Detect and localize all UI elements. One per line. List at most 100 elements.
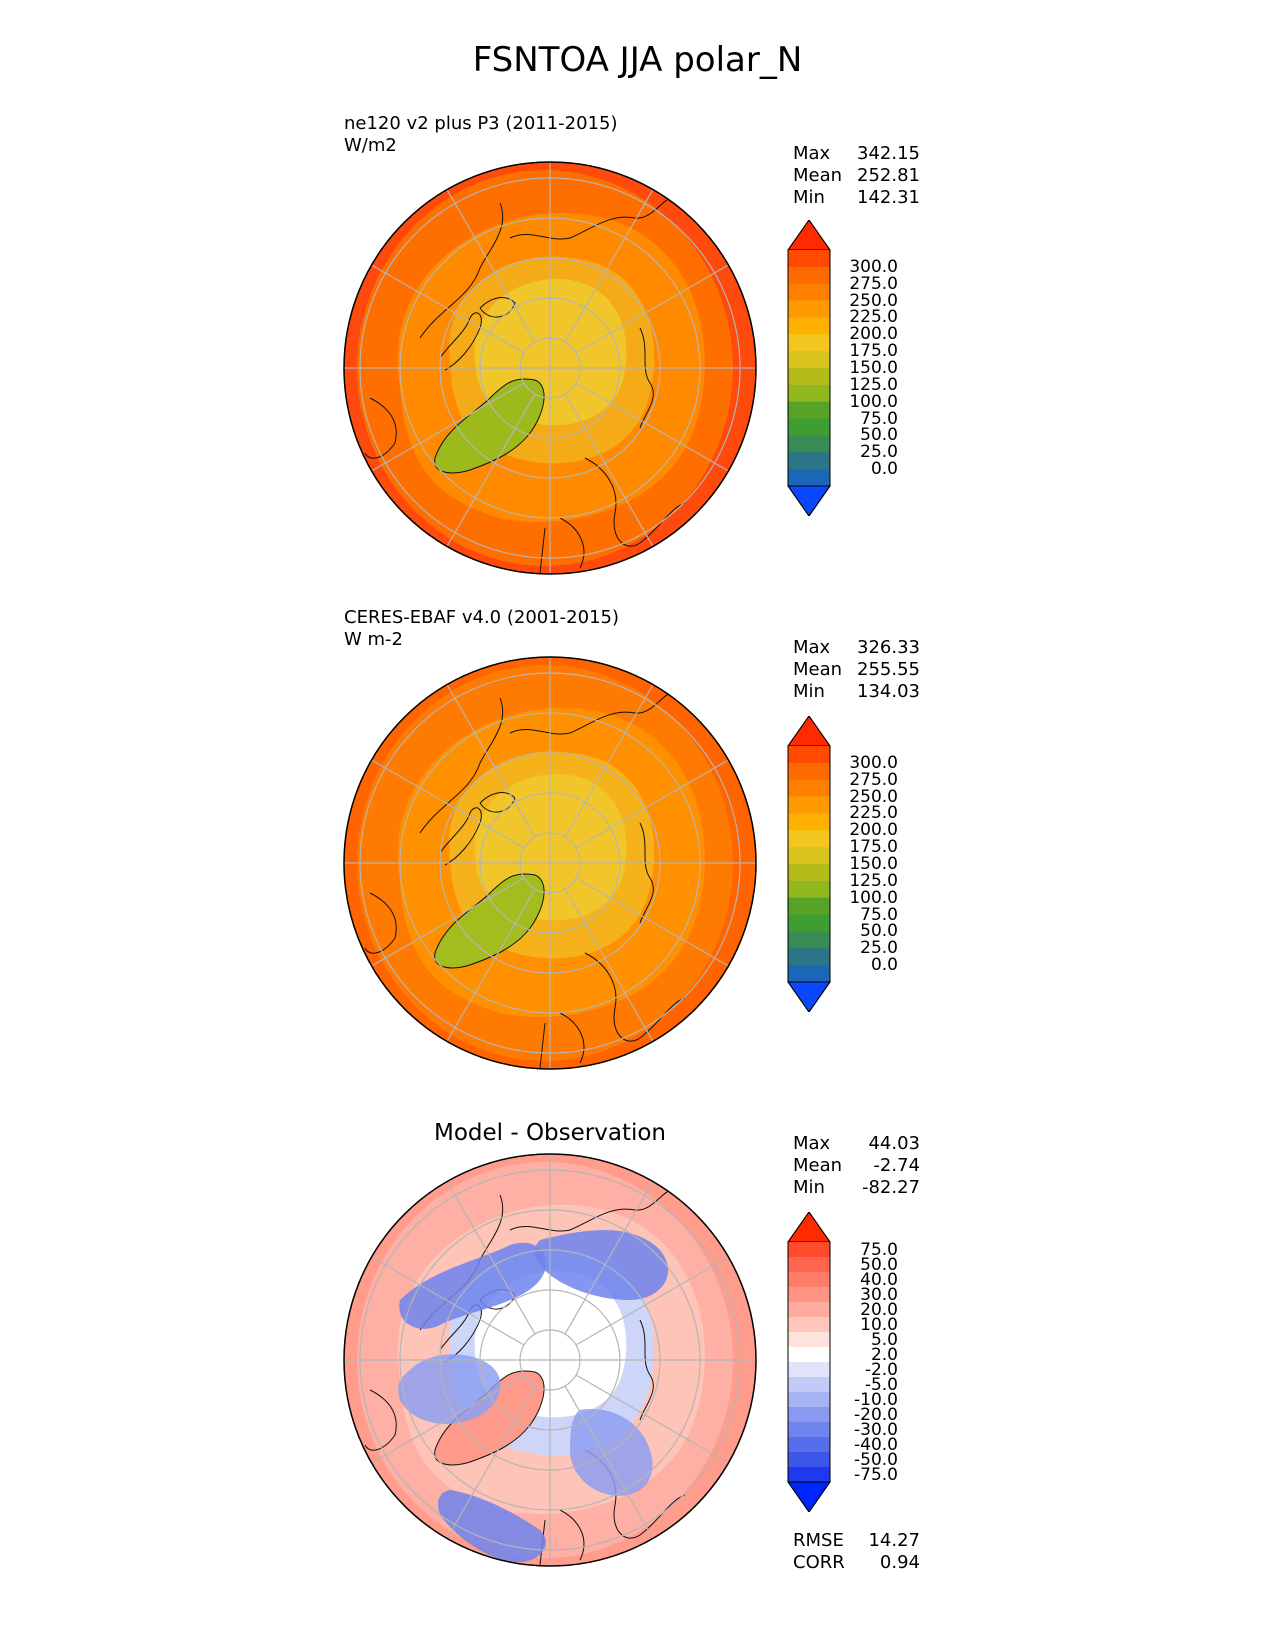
stats-block: Max 326.33 Mean 255.55 Min 134.03: [793, 637, 920, 703]
coastline: [364, 892, 397, 954]
coastline: [419, 202, 516, 339]
colorbar-tick-label: 300.0: [849, 752, 898, 773]
coastline: [439, 807, 482, 866]
stat-mean: Mean -2.74: [793, 1155, 920, 1176]
meridian: [371, 1374, 525, 1464]
meridian: [371, 382, 525, 472]
colorbar-tick-label: 0.0: [870, 955, 898, 976]
coastline: [509, 1189, 671, 1232]
stat-mean: Mean 255.55: [793, 659, 920, 680]
colorbar-segment: [788, 931, 830, 949]
colorbar-tick-label: 150.0: [849, 854, 898, 874]
summary-block: RMSE 14.27 CORR 0.94: [793, 1530, 920, 1574]
coastline: [639, 1319, 654, 1421]
colorbar: [787, 1212, 831, 1512]
colorbar-tick-label: 75.0: [860, 1239, 898, 1260]
colorbar-tick-label: 30.0: [860, 1284, 898, 1305]
meridian: [575, 877, 729, 967]
colorbar-segment: [788, 1452, 830, 1468]
colorbar-tick-label: 2.0: [870, 1344, 898, 1365]
colorbar-outline: [787, 220, 831, 516]
meridian: [371, 759, 525, 849]
colorbar-tick-label: 25.0: [860, 938, 898, 959]
colorbar-segment: [788, 300, 830, 318]
meridian: [446, 684, 536, 838]
meridian: [575, 382, 729, 472]
colorbar-segment: [788, 880, 830, 899]
colorbar-segment: [788, 1242, 830, 1258]
colorbar-tick-label: 175.0: [849, 341, 898, 362]
map-boundary: [343, 656, 757, 1070]
colorbar-segment: [788, 864, 830, 882]
colorbar-segment: [788, 813, 830, 831]
coastline: [539, 517, 585, 574]
colorbar-segment: [788, 469, 830, 487]
colorbar-extend-top: [787, 1212, 831, 1243]
colorbar-segment: [788, 1362, 830, 1378]
colorbar-tick-label: 10.0: [860, 1314, 898, 1335]
colorbar-segment: [788, 897, 830, 916]
colorbar-tick-label: 175.0: [849, 837, 898, 858]
colorbar-segment: [788, 948, 830, 966]
meridian: [446, 189, 536, 343]
meridian: [371, 877, 525, 967]
meridian: [564, 684, 654, 838]
colorbar-segment: [788, 1272, 830, 1288]
colorbar-tick-label: 275.0: [849, 273, 898, 294]
colorbar-segment: [788, 384, 830, 403]
dataset-label: CERES-EBAF v4.0 (2001-2015): [344, 607, 620, 628]
colorbar-segment: [788, 1407, 830, 1423]
colorbar-segment: [788, 796, 830, 814]
colorbar-tick-label: 200.0: [849, 324, 898, 345]
colorbar-tick-label: 75.0: [860, 408, 898, 429]
colorbar-extend-bottom: [787, 485, 831, 516]
colorbar-segment: [788, 418, 830, 436]
page-title: FSNTOA JJA polar_N: [472, 40, 803, 80]
coastline: [439, 312, 482, 371]
meridian: [564, 189, 654, 343]
colorbar-segment: [788, 830, 830, 848]
coastline: [419, 697, 516, 834]
colorbar-tick-label: -30.0: [854, 1419, 898, 1440]
colorbar-tick-label: 275.0: [849, 769, 898, 790]
colorbar-tick-label: 250.0: [849, 786, 898, 807]
meridian: [371, 264, 525, 354]
colorbar-segment: [788, 368, 830, 386]
coastline: [539, 1012, 585, 1069]
meridian: [371, 1256, 525, 1346]
colorbar-segment: [788, 1257, 830, 1273]
meridian: [564, 1385, 654, 1539]
colorbar-extend-top: [787, 716, 831, 747]
colorbar-tick-label: 100.0: [849, 391, 898, 412]
colorbar-segment: [788, 746, 830, 764]
negative-anomaly-region: [399, 1242, 546, 1329]
meridian: [446, 888, 536, 1042]
panel-label: CERES-EBAF v4.0 (2001-2015) W m-2: [344, 607, 619, 651]
colorbar-tick-label: 40.0: [860, 1269, 898, 1290]
gridlines: [344, 162, 756, 574]
colorbar-tick-label: 75.0: [860, 904, 898, 925]
colorbar-segment: [788, 847, 830, 865]
stats-block: Max 342.15 Mean 252.81 Min 142.31: [793, 143, 920, 209]
colorbar-outline: [787, 1212, 831, 1512]
gridlines: [344, 657, 756, 1069]
colorbar-tick-label: 225.0: [849, 307, 898, 328]
polar-map: [343, 656, 757, 1070]
colorbar-segment: [788, 435, 830, 453]
greenland-field: [434, 378, 545, 473]
stat-min: Min 134.03: [793, 681, 920, 702]
meridian: [564, 393, 654, 547]
colorbar-extend-bottom: [787, 1481, 831, 1512]
colorbar-tick-label: 200.0: [849, 820, 898, 841]
colorbar-tick-label: 125.0: [849, 374, 898, 395]
colorbar-segment: [788, 1317, 830, 1333]
colorbar-tick-label: 0.0: [870, 459, 898, 480]
coastline: [364, 1389, 397, 1451]
negative-anomaly-region: [534, 1230, 669, 1300]
colorbar-tick-label: 150.0: [849, 358, 898, 378]
colorbar-tick-label: 25.0: [860, 442, 898, 463]
colorbar-tick-label: 5.0: [870, 1329, 898, 1350]
stat-max: Max 326.33: [793, 637, 920, 658]
stat-corr: CORR 0.94: [793, 1552, 920, 1573]
colorbar-segment: [788, 965, 830, 983]
